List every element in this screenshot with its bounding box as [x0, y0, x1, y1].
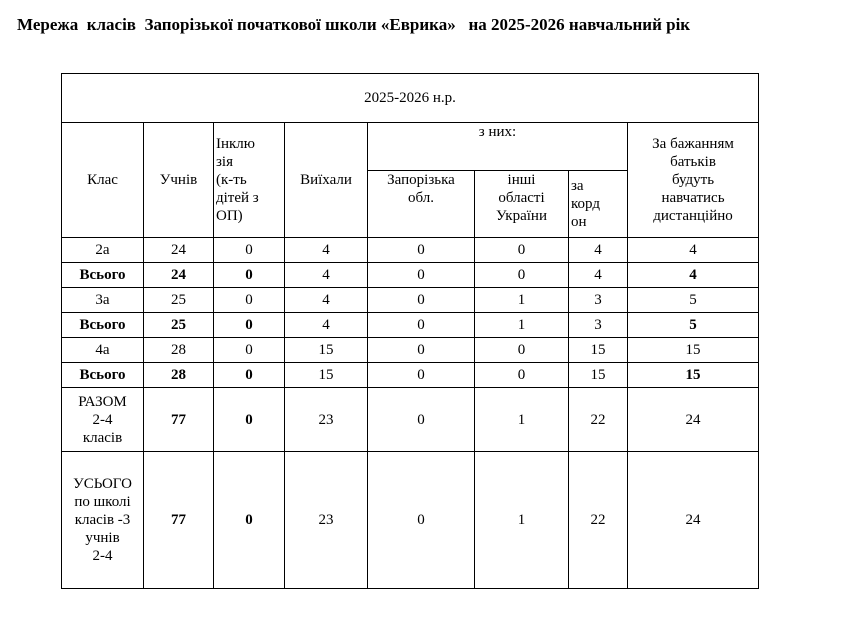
header-za-kordon: за корд он	[568, 170, 628, 238]
page-title: Мережа класів Запорізької початкової шко…	[17, 15, 691, 34]
header-viyikhaly: Виїхали	[284, 122, 368, 238]
header-klas: Клас	[61, 122, 144, 238]
header-bazhanniam: За бажанням батьків будуть навчатись дистанц…	[626, 122, 760, 238]
usogo-label: УСЬОГО по школі класів -3 учнів 2-4	[61, 451, 144, 589]
header-z-nykh: з них:	[367, 122, 628, 171]
class-network-table: 2025-2026 н.р. Клас Учнів Інклю зія (к-ть д…	[60, 73, 760, 589]
table-row-razom: РАЗОМ 2-4 класів 77 0 23 0 1 22 24	[61, 387, 760, 452]
header-inkliuziia: Інклю зія (к-ть дітей з ОП)	[213, 122, 285, 238]
razom-label: РАЗОМ 2-4 класів	[61, 387, 144, 452]
year-header: 2025-2026 н.р.	[60, 73, 760, 123]
header-zaporizka: Запорізька обл.	[367, 170, 475, 238]
table-row: 4а 28 0 15 0 0 15 15	[61, 337, 760, 363]
header-inshi-oblasti: інші області України	[474, 170, 569, 238]
table-row-total: Всього 28 0 15 0 0 15 15	[61, 362, 760, 388]
header-uchniv: Учнів	[143, 122, 214, 238]
